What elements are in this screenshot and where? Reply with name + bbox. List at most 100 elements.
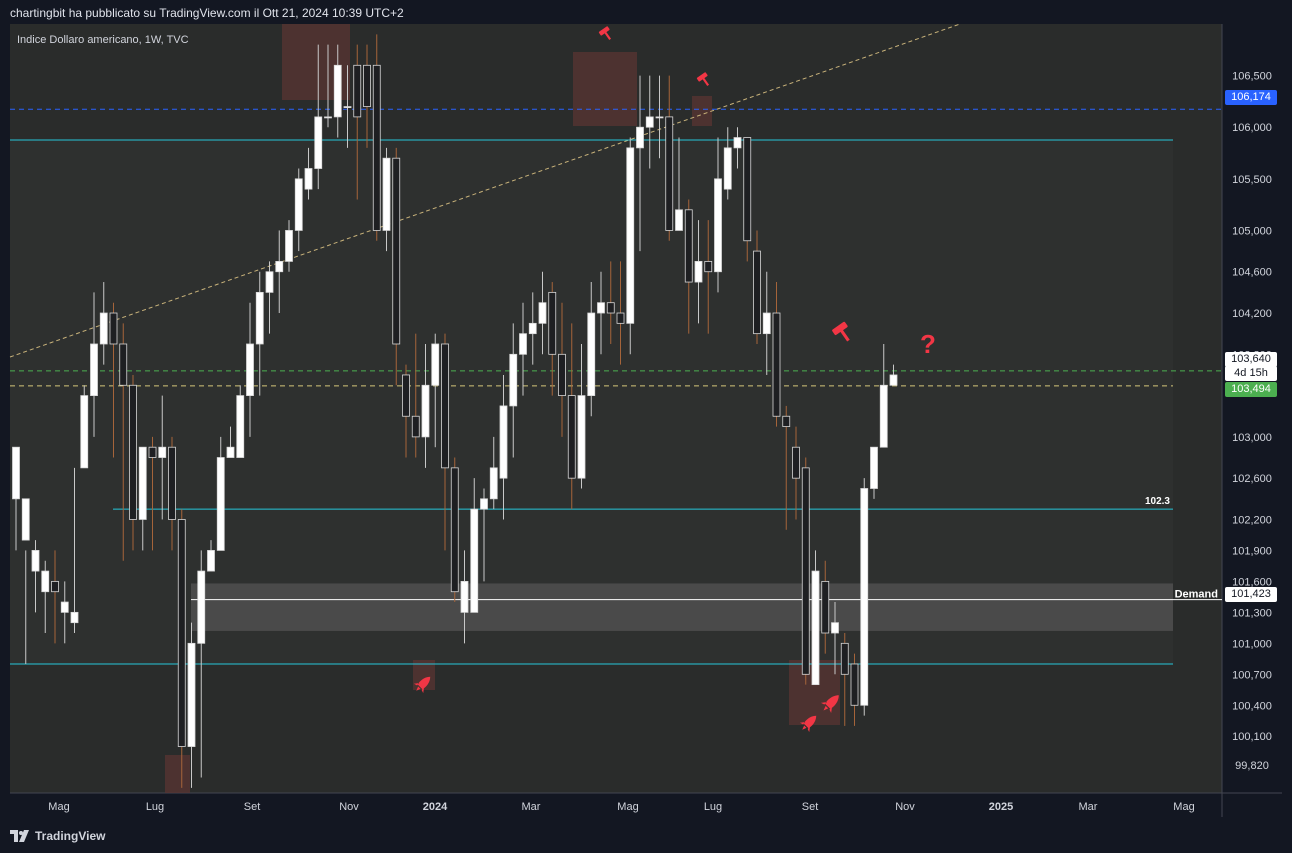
candle-body — [41, 570, 50, 593]
y-tick-label: 100,700 — [1232, 669, 1272, 681]
candle-body — [372, 64, 381, 231]
candle-body — [450, 467, 459, 593]
bar-countdown-label: 4d 15h — [1225, 366, 1277, 381]
y-tick-label: 100,100 — [1232, 731, 1272, 743]
candle-body — [187, 642, 196, 747]
candle-body — [831, 622, 839, 634]
candle-body — [772, 312, 781, 417]
candle-body — [421, 384, 430, 438]
candle-body — [548, 291, 557, 355]
candle-body — [31, 550, 40, 572]
level-label-blue: 106,174 — [1225, 90, 1277, 105]
demand-zone — [191, 583, 1173, 631]
candle-body — [821, 580, 830, 634]
level-label-102: 102.3 — [1145, 496, 1170, 507]
highlight-box — [573, 52, 637, 126]
candle-body — [801, 467, 810, 675]
candle-body — [704, 261, 713, 273]
candle-body — [246, 343, 254, 396]
candle-body — [480, 498, 488, 510]
candle-body — [138, 446, 147, 520]
x-tick-label: Mag — [617, 801, 638, 813]
candle-body — [850, 663, 859, 706]
candle-body — [431, 343, 440, 386]
x-tick-label: Mag — [48, 801, 69, 813]
y-tick-label: 101,900 — [1232, 545, 1272, 557]
candle-body — [528, 322, 537, 335]
candle-body — [411, 415, 420, 438]
candle-body — [109, 312, 118, 345]
x-tick-label: Mar — [1079, 801, 1098, 813]
tradingview-logo[interactable]: TradingView — [10, 829, 105, 843]
y-tick-label: 102,200 — [1232, 514, 1272, 526]
candle-body — [441, 343, 449, 469]
price-axis — [1222, 24, 1282, 793]
y-tick-label: 103,000 — [1232, 432, 1272, 444]
candle-body — [753, 250, 761, 335]
candle-body — [216, 457, 225, 551]
candle-body — [382, 157, 391, 231]
candle-body — [226, 446, 235, 458]
candle-body — [119, 343, 128, 386]
rocket-icon — [820, 695, 839, 714]
candle-body — [889, 374, 898, 386]
footer-bar: TradingView — [0, 820, 1292, 853]
y-tick-label: 100,400 — [1232, 700, 1272, 712]
candle-body — [70, 611, 79, 624]
x-tick-label: 2024 — [423, 801, 448, 813]
candle-body — [762, 312, 771, 335]
candle-body — [275, 261, 284, 273]
candle-body — [197, 570, 206, 644]
candle-body — [879, 384, 888, 448]
candle-body — [314, 116, 323, 169]
candle-body — [538, 302, 547, 324]
candle-body — [177, 519, 186, 747]
candle-body — [392, 157, 401, 345]
candle-body — [99, 312, 108, 345]
highlight-box — [692, 96, 712, 126]
candle-body — [567, 395, 576, 479]
candle-body — [21, 498, 30, 541]
candle-body — [285, 230, 293, 262]
tradingview-icon — [10, 830, 29, 842]
candle-body — [236, 395, 245, 458]
candle-body — [353, 64, 362, 118]
level-label-demand: 101,423 — [1225, 587, 1277, 602]
candle-body — [743, 137, 752, 242]
candle-body — [870, 446, 878, 489]
candle-body — [587, 312, 596, 396]
candle-body — [90, 343, 98, 396]
x-tick-label: Set — [802, 801, 819, 813]
y-tick-label: 101,600 — [1232, 576, 1272, 588]
rocket-icon — [413, 676, 431, 694]
candle-body — [489, 467, 498, 500]
y-tick-label: 105,000 — [1232, 225, 1272, 237]
candle-body — [675, 209, 683, 231]
time-axis — [10, 793, 1282, 817]
candle-body — [304, 168, 313, 190]
candle-body — [12, 446, 20, 500]
rocket-icon — [799, 715, 817, 733]
candle-body — [343, 106, 352, 108]
highlight-box — [165, 755, 190, 793]
y-tick-label: 99,820 — [1235, 760, 1269, 772]
level-label-green: 103,494 — [1225, 382, 1277, 397]
candle-body — [80, 395, 89, 469]
demand-label: Demand — [1175, 588, 1218, 600]
y-tick-label: 104,600 — [1232, 267, 1272, 279]
y-tick-label: 106,500 — [1232, 71, 1272, 83]
candle-body — [811, 570, 820, 686]
candle-body — [665, 116, 674, 231]
candle-body — [792, 446, 800, 479]
hammer-icon — [598, 26, 612, 40]
x-tick-label: Lug — [704, 801, 722, 813]
candle-body — [168, 446, 176, 520]
candle-body — [402, 374, 410, 417]
x-tick-label: Nov — [895, 801, 915, 813]
candle-body — [840, 642, 849, 675]
candle-body — [148, 446, 157, 458]
last-price-label: 103,640 — [1225, 352, 1277, 367]
candle-body — [684, 209, 693, 283]
candle-body — [499, 405, 508, 479]
